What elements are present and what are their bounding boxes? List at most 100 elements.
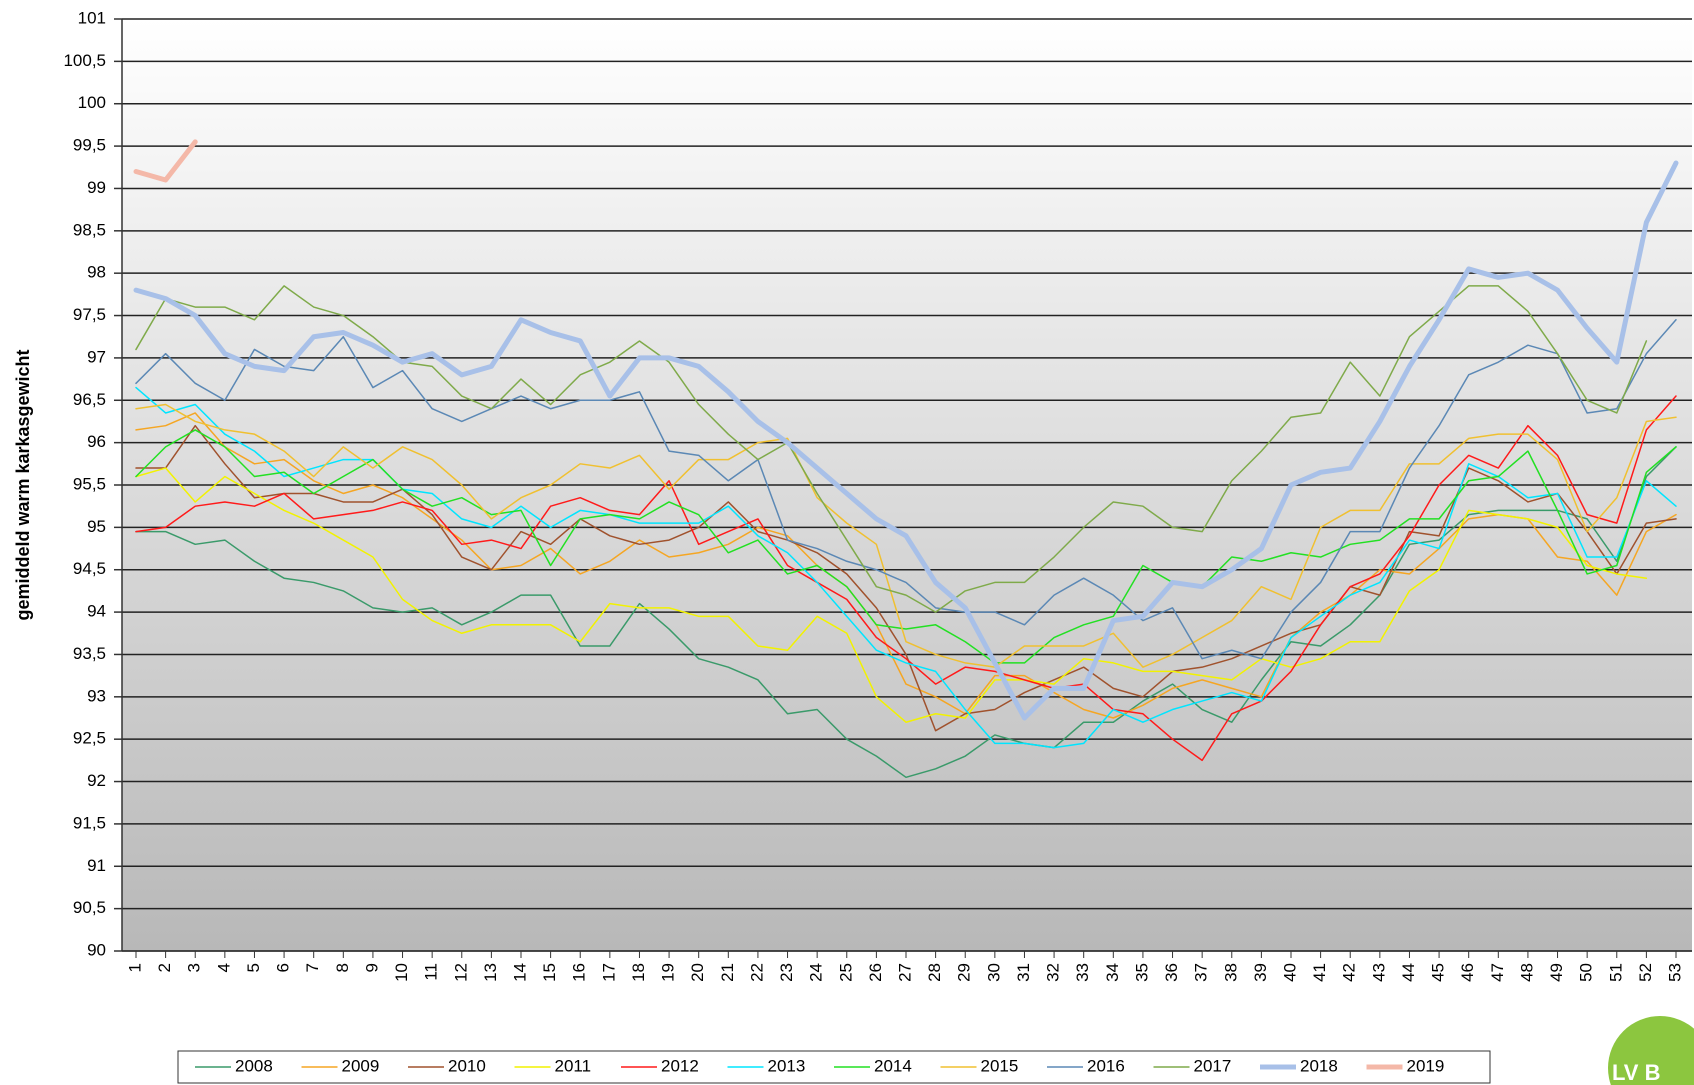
y-tick-label: 94,5 [73, 559, 106, 578]
x-tick-label: 22 [747, 963, 766, 982]
legend-label: 2012 [661, 1056, 699, 1075]
x-tick-label: 25 [836, 963, 855, 982]
x-tick-label: 34 [1103, 963, 1122, 982]
x-tick-label: 29 [955, 963, 974, 982]
x-tick-label: 6 [274, 963, 293, 972]
x-tick-label: 3 [185, 963, 204, 972]
series-line [135, 467, 1648, 723]
x-tick-label: 14 [510, 963, 529, 982]
y-tick-label: 96,5 [73, 390, 106, 409]
y-tick-label: 96 [87, 432, 106, 451]
x-tick-label: 46 [1458, 963, 1477, 982]
logo-badge [1608, 1016, 1694, 1085]
y-tick-label: 93,5 [73, 644, 106, 663]
x-tick-label: 2 [155, 963, 174, 972]
x-tick-label: 8 [333, 963, 352, 972]
x-tick-label: 10 [392, 963, 411, 982]
x-tick-label: 7 [303, 963, 322, 972]
x-tick-label: 20 [688, 963, 707, 982]
y-tick-label: 92 [87, 771, 106, 790]
legend-label: 2011 [555, 1056, 592, 1075]
x-tick-label: 33 [1073, 963, 1092, 982]
y-tick-label: 100,5 [63, 51, 106, 70]
x-tick-label: 13 [481, 963, 500, 982]
series-line [135, 403, 1677, 668]
y-tick-label: 99 [87, 178, 106, 197]
x-tick-label: 50 [1577, 963, 1596, 982]
legend-label: 2010 [448, 1056, 486, 1075]
x-tick-label: 12 [451, 963, 470, 982]
series-line [135, 429, 1677, 664]
legend-label: 2013 [768, 1056, 806, 1075]
y-tick-label: 92,5 [73, 729, 106, 748]
logo-text: LV B [1612, 1060, 1660, 1085]
x-tick-label: 18 [629, 963, 648, 982]
x-tick-label: 27 [895, 963, 914, 982]
y-tick-label: 90,5 [73, 898, 106, 917]
x-tick-label: 48 [1517, 963, 1536, 982]
x-tick-label: 52 [1636, 963, 1655, 982]
series-line [135, 319, 1677, 660]
y-axis-label: gemiddeld warm karkasgewicht [13, 349, 33, 620]
y-tick-label: 97,5 [73, 305, 106, 324]
x-tick-label: 49 [1547, 963, 1566, 982]
y-tick-label: 95 [87, 517, 106, 536]
x-tick-label: 9 [362, 963, 381, 972]
x-tick-label: 17 [599, 963, 618, 982]
legend-label: 2008 [235, 1056, 273, 1075]
x-tick-label: 45 [1429, 963, 1448, 982]
legend-label: 2018 [1300, 1056, 1338, 1075]
x-tick-label: 15 [540, 963, 559, 982]
x-tick-label: 23 [777, 963, 796, 982]
x-tick-label: 28 [925, 963, 944, 982]
x-tick-label: 41 [1310, 963, 1329, 982]
x-tick-label: 35 [1132, 963, 1151, 982]
x-tick-label: 51 [1606, 963, 1625, 982]
x-tick-label: 38 [1221, 963, 1240, 982]
y-tick-label: 100 [78, 93, 106, 112]
legend-label: 2014 [874, 1056, 912, 1075]
x-tick-label: 4 [214, 963, 233, 972]
x-tick-label: 11 [422, 963, 441, 981]
series-line [135, 424, 1677, 732]
y-tick-label: 99,5 [73, 136, 106, 155]
x-tick-label: 42 [1340, 963, 1359, 982]
legend-label: 2019 [1407, 1056, 1445, 1075]
x-tick-label: 43 [1369, 963, 1388, 982]
series-line [133, 139, 198, 183]
x-tick-label: 24 [807, 963, 826, 982]
x-tick-label: 26 [866, 963, 885, 982]
x-tick-label: 31 [1014, 963, 1033, 982]
x-tick-label: 40 [1280, 963, 1299, 982]
y-tick-label: 94 [87, 602, 106, 621]
x-tick-label: 37 [1192, 963, 1211, 982]
x-tick-label: 36 [1162, 963, 1181, 982]
series-line [133, 160, 1679, 721]
x-tick-label: 44 [1399, 963, 1418, 982]
x-tick-label: 19 [659, 963, 678, 982]
x-tick-label: 16 [570, 963, 589, 982]
x-tick-label: 1 [125, 963, 144, 972]
x-tick-label: 5 [244, 963, 263, 972]
x-tick-label: 21 [718, 963, 737, 982]
legend-label: 2016 [1087, 1056, 1125, 1075]
y-tick-label: 95,5 [73, 474, 106, 493]
y-tick-label: 91,5 [73, 813, 106, 832]
x-tick-label: 39 [1251, 963, 1270, 982]
legend-label: 2015 [981, 1056, 1019, 1075]
legend-label: 2017 [1194, 1056, 1232, 1075]
y-tick-label: 101 [78, 8, 106, 27]
y-tick-label: 97 [87, 347, 106, 366]
y-tick-label: 90 [87, 940, 106, 959]
x-tick-label: 32 [1044, 963, 1063, 982]
y-tick-label: 91 [87, 856, 106, 875]
y-tick-label: 98 [87, 263, 106, 282]
y-tick-label: 98,5 [73, 220, 106, 239]
x-tick-label: 30 [984, 963, 1003, 982]
y-tick-label: 93 [87, 686, 106, 705]
legend-label: 2009 [342, 1056, 380, 1075]
series-line [135, 285, 1648, 613]
x-tick-label: 47 [1488, 963, 1507, 982]
x-tick-label: 53 [1665, 963, 1684, 982]
